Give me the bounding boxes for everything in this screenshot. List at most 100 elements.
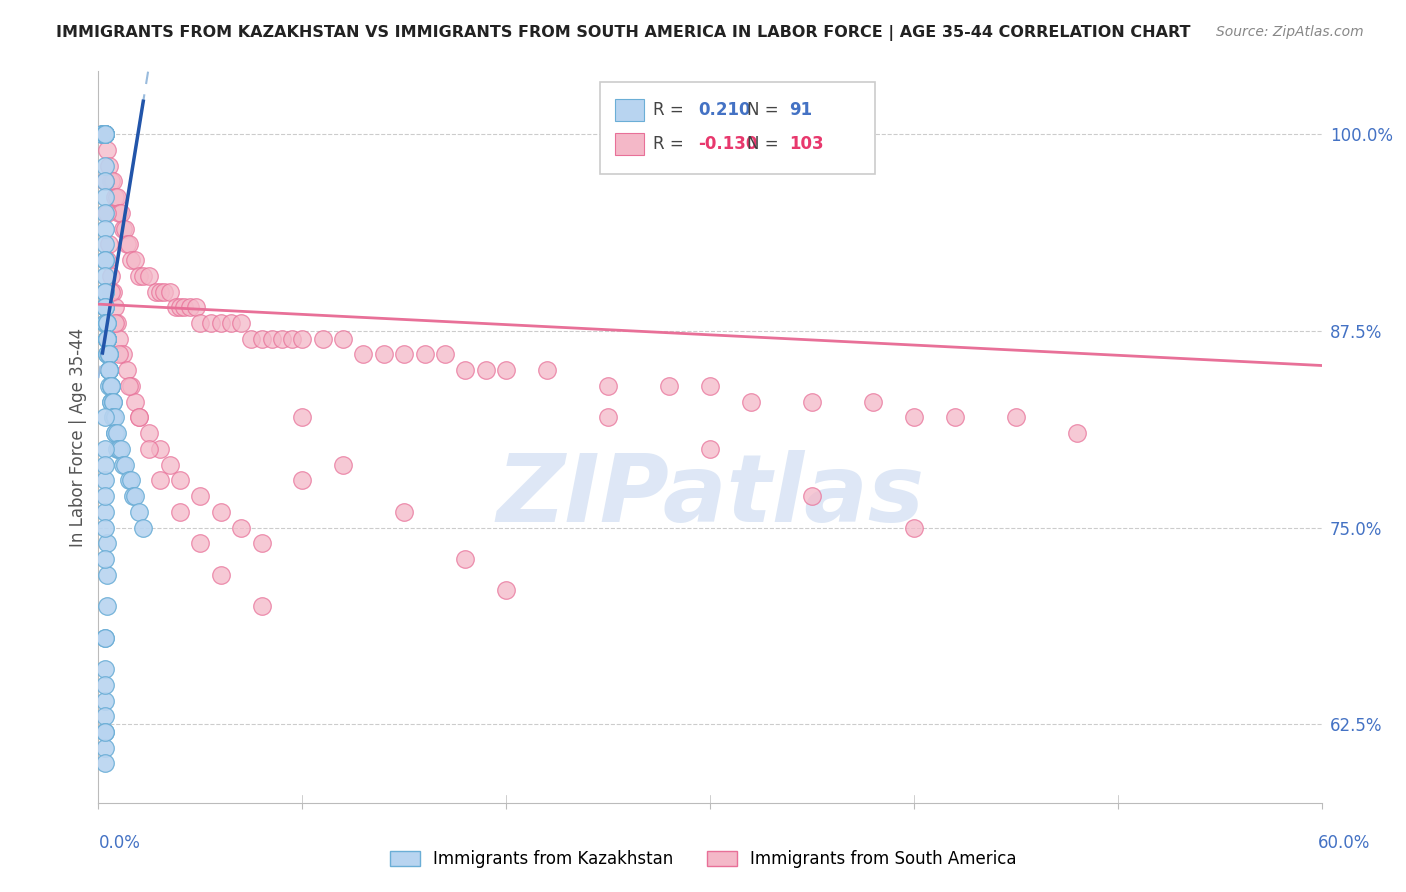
- Point: [93, 693, 115, 707]
- Point: [100, 379, 122, 393]
- Point: [93, 253, 115, 268]
- Point: [260, 332, 283, 346]
- Text: -0.130: -0.130: [697, 135, 758, 153]
- Point: [114, 458, 136, 472]
- Point: [93, 662, 115, 676]
- Point: [104, 426, 127, 441]
- Point: [128, 410, 150, 425]
- Point: [101, 410, 124, 425]
- Point: [93, 285, 115, 299]
- Point: [93, 159, 115, 173]
- Point: [413, 347, 436, 361]
- Point: [200, 316, 222, 330]
- Point: [108, 442, 131, 456]
- Point: [120, 379, 142, 393]
- Point: [118, 379, 141, 393]
- FancyBboxPatch shape: [600, 82, 875, 174]
- Text: 103: 103: [790, 135, 824, 153]
- Point: [101, 285, 124, 299]
- Point: [93, 316, 115, 330]
- Point: [149, 473, 172, 487]
- Point: [97, 363, 120, 377]
- Point: [93, 190, 115, 204]
- Point: [118, 473, 141, 487]
- Point: [149, 285, 172, 299]
- Point: [270, 332, 294, 346]
- Point: [120, 253, 142, 268]
- Point: [903, 520, 925, 534]
- Point: [169, 301, 191, 315]
- Point: [132, 520, 155, 534]
- Point: [100, 379, 122, 393]
- Point: [93, 458, 115, 472]
- Point: [114, 221, 136, 235]
- Point: [93, 128, 115, 142]
- Point: [209, 567, 232, 582]
- Point: [93, 740, 115, 755]
- Point: [598, 379, 620, 393]
- Point: [862, 394, 884, 409]
- Point: [903, 410, 925, 425]
- Text: IMMIGRANTS FROM KAZAKHSTAN VS IMMIGRANTS FROM SOUTH AMERICA IN LABOR FORCE | AGE: IMMIGRANTS FROM KAZAKHSTAN VS IMMIGRANTS…: [56, 25, 1191, 41]
- Point: [801, 489, 824, 503]
- Point: [392, 505, 416, 519]
- Point: [281, 332, 304, 346]
- Point: [159, 285, 181, 299]
- Point: [93, 221, 115, 235]
- Point: [699, 442, 721, 456]
- Point: [1004, 410, 1026, 425]
- Text: 0.0%: 0.0%: [98, 834, 141, 852]
- Point: [97, 363, 120, 377]
- Point: [96, 253, 118, 268]
- Point: [104, 410, 127, 425]
- Point: [96, 347, 118, 361]
- Text: 0.210: 0.210: [697, 101, 751, 120]
- Point: [598, 410, 620, 425]
- Point: [231, 520, 253, 534]
- Point: [128, 410, 150, 425]
- Point: [454, 552, 477, 566]
- Text: N =: N =: [747, 101, 783, 120]
- Point: [100, 394, 122, 409]
- Point: [250, 599, 273, 614]
- Point: [111, 221, 134, 235]
- Point: [209, 505, 232, 519]
- Point: [118, 237, 141, 252]
- Point: [188, 316, 212, 330]
- Point: [93, 473, 115, 487]
- Point: [93, 520, 115, 534]
- Point: [93, 725, 115, 739]
- Point: [93, 128, 115, 142]
- Point: [93, 268, 115, 283]
- Point: [93, 301, 115, 315]
- Point: [373, 347, 395, 361]
- Point: [801, 394, 824, 409]
- Point: [291, 332, 314, 346]
- Point: [231, 316, 253, 330]
- Point: [93, 301, 115, 315]
- Point: [188, 536, 212, 550]
- Point: [96, 206, 118, 220]
- Point: [96, 332, 118, 346]
- Point: [93, 678, 115, 692]
- Point: [101, 174, 124, 188]
- Point: [96, 332, 118, 346]
- Point: [97, 363, 120, 377]
- Text: 60.0%: 60.0%: [1317, 834, 1371, 852]
- Text: R =: R =: [652, 135, 689, 153]
- Point: [291, 473, 314, 487]
- Point: [97, 347, 120, 361]
- Point: [145, 285, 167, 299]
- Point: [108, 347, 131, 361]
- Point: [699, 379, 721, 393]
- Point: [93, 237, 115, 252]
- Point: [250, 332, 273, 346]
- Point: [96, 536, 118, 550]
- Point: [93, 174, 115, 188]
- Point: [138, 426, 160, 441]
- Point: [291, 410, 314, 425]
- Point: [108, 442, 131, 456]
- Point: [658, 379, 681, 393]
- Point: [93, 174, 115, 188]
- Point: [474, 363, 498, 377]
